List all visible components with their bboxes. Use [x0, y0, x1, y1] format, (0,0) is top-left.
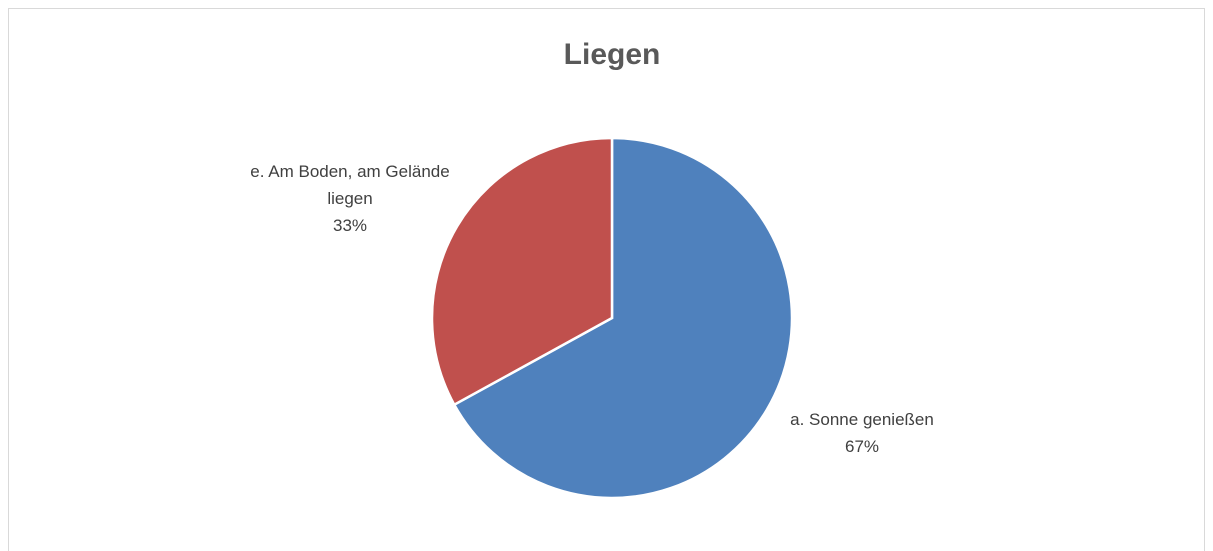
data-label: e. Am Boden, am Gelände liegen 33%	[240, 158, 460, 239]
pie-slice	[452, 136, 794, 500]
category-label: a. Sonne genießen	[790, 410, 934, 429]
chart-title: Liegen	[564, 38, 661, 71]
data-label: a. Sonne genießen 67%	[752, 406, 972, 460]
value-label: 33%	[332, 216, 368, 235]
category-label: e. Am Boden, am Gelände liegen	[250, 162, 450, 208]
value-label: 67%	[844, 437, 880, 456]
pie-slice	[430, 136, 614, 407]
